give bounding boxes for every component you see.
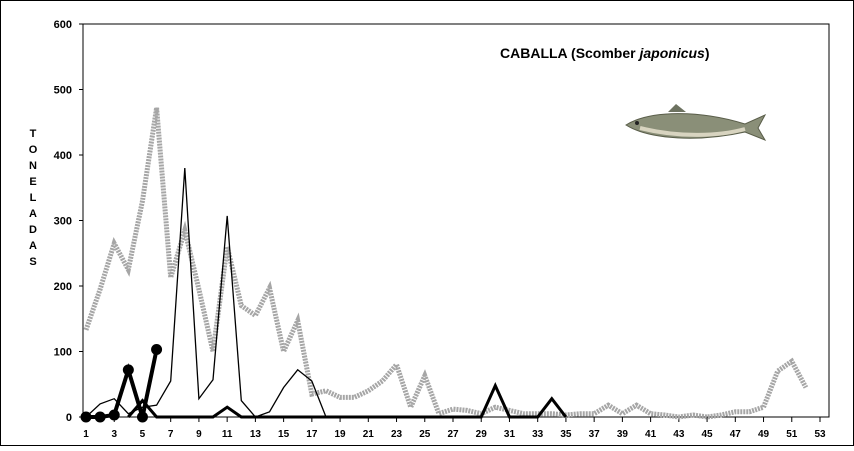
x-tick-label: 33 [532, 429, 544, 440]
series-line [127, 381, 568, 419]
point-marker [151, 344, 163, 356]
title-part: CABALLA (Scomber [500, 45, 640, 61]
x-tick-label: 39 [617, 429, 629, 440]
y-tick-label: 0 [66, 412, 72, 424]
x-tick-label: 51 [786, 429, 798, 440]
x-tick-label: 35 [560, 429, 572, 440]
y-tick-label: 600 [54, 19, 72, 31]
x-tick-label: 19 [335, 429, 347, 440]
x-tick-label: 41 [645, 429, 657, 440]
y-tick-label: 300 [54, 216, 72, 228]
x-tick-label: 43 [673, 429, 685, 440]
x-tick-label: 53 [814, 429, 826, 440]
x-tick-label: 9 [196, 429, 202, 440]
point-marker [80, 411, 92, 423]
x-tick-label: 29 [476, 429, 488, 440]
chart-title: CABALLA (Scomber japonicus) [500, 45, 710, 61]
y-tick-label: 500 [54, 85, 72, 97]
x-tick-label: 27 [447, 429, 459, 440]
x-tick-label: 7 [168, 429, 174, 440]
point-marker [94, 411, 106, 423]
x-tick-label: 11 [222, 429, 233, 440]
x-tick-label: 13 [250, 429, 262, 440]
x-tick-label: 15 [278, 429, 290, 440]
x-tick-label: 49 [758, 429, 770, 440]
title-part: ) [705, 45, 710, 61]
y-tick-label: 200 [54, 281, 72, 293]
y-axis-label: TONELADAS [27, 128, 39, 272]
x-tick-label: 21 [363, 429, 375, 440]
x-tick-label: 37 [589, 429, 601, 440]
x-tick-label: 47 [730, 429, 742, 440]
point-marker [136, 411, 148, 423]
fish-illustration [625, 104, 767, 142]
y-tick-label: 400 [54, 150, 72, 162]
series-line [85, 168, 327, 418]
y-tick-label: 100 [54, 347, 72, 359]
x-tick-label: 3 [111, 429, 117, 440]
title-part: japonicus [638, 45, 706, 61]
x-tick-label: 31 [504, 429, 516, 440]
x-tick-label: 23 [391, 429, 403, 440]
x-tick-label: 25 [419, 429, 431, 440]
x-tick-label: 45 [702, 429, 714, 440]
x-tick-label: 17 [306, 429, 318, 440]
point-marker [108, 409, 120, 421]
series-line [83, 107, 809, 420]
x-tick-label: 1 [83, 429, 89, 440]
x-tick-label: 5 [140, 429, 146, 440]
point-marker [122, 364, 134, 376]
